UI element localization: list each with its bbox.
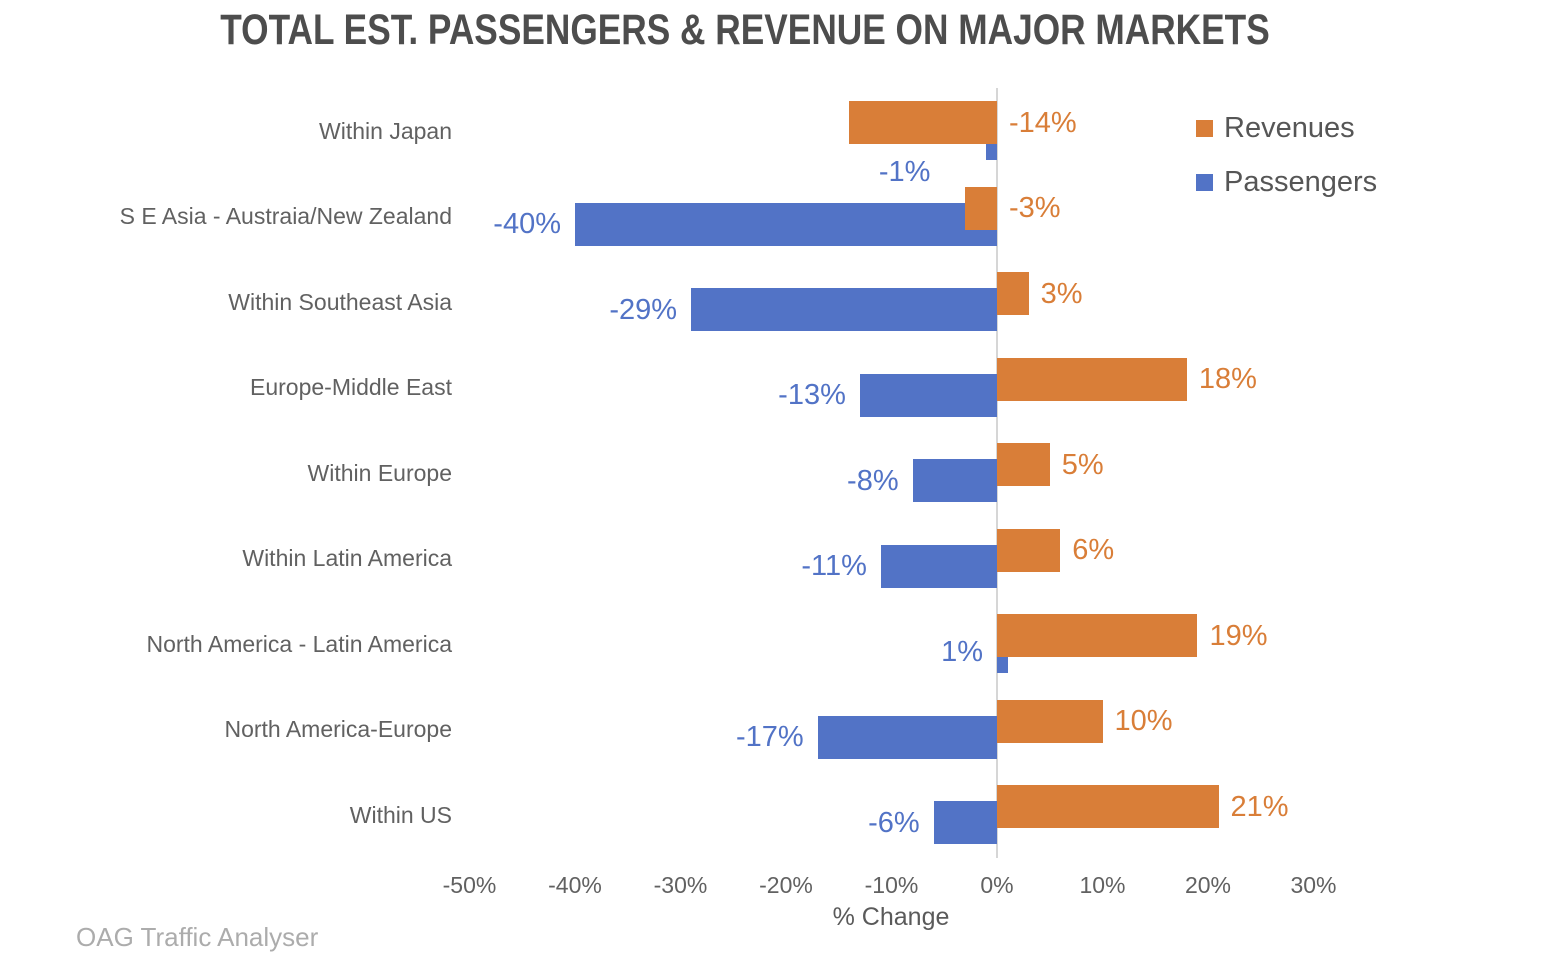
revenues-bar	[997, 272, 1029, 315]
x-axis-title: % Change	[832, 903, 950, 931]
x-tick-label: 10%	[1079, 872, 1126, 898]
x-tick-label: -10%	[864, 872, 919, 898]
revenues-bar	[997, 785, 1219, 828]
revenues-bar	[997, 443, 1050, 486]
passengers-data-label: -29%	[609, 293, 678, 326]
category-label: S E Asia - Austraia/New Zealand	[119, 203, 452, 229]
revenues-data-label: 19%	[1209, 619, 1268, 652]
category-label: Within US	[349, 801, 452, 828]
revenues-bar	[997, 614, 1198, 657]
legend-label-revenues: Revenues	[1224, 111, 1355, 144]
passengers-bar	[817, 715, 997, 759]
passengers-bar	[575, 202, 997, 246]
legend-label-passengers: Passengers	[1224, 165, 1378, 198]
category-label: Europe-Middle East	[250, 374, 452, 400]
x-tick-label: 20%	[1184, 872, 1232, 898]
category-label: Within Europe	[307, 459, 452, 486]
revenues-data-label: 10%	[1114, 705, 1173, 737]
category-label: Within Japan	[319, 117, 452, 144]
x-tick-label: -20%	[759, 872, 813, 898]
revenues-data-label: 18%	[1198, 363, 1257, 395]
passengers-bar	[912, 459, 997, 502]
passengers-data-label: -6%	[868, 806, 920, 839]
passengers-swatch-icon	[1196, 173, 1213, 191]
legend-item-revenues: Revenues	[1196, 111, 1377, 145]
passengers-data-label: -1%	[878, 155, 931, 188]
passengers-bar	[859, 373, 997, 417]
x-tick-label: 0%	[980, 872, 1014, 898]
revenues-swatch-icon	[1196, 119, 1213, 137]
passengers-data-label: 1%	[941, 635, 983, 668]
category-label: North America-Europe	[224, 716, 452, 742]
x-tick-label: -50%	[442, 872, 497, 898]
revenues-bar	[997, 699, 1103, 743]
source-caption: OAG Traffic Analyser	[76, 922, 319, 952]
legend-item-passengers: Passengers	[1196, 165, 1377, 199]
x-tick-label: -30%	[653, 872, 708, 898]
passengers-bar	[691, 288, 997, 331]
revenues-data-label: 3%	[1040, 277, 1083, 310]
x-tick-label: 30%	[1290, 872, 1337, 898]
category-label: North America - Latin America	[146, 630, 452, 657]
passengers-data-label: -8%	[847, 464, 899, 497]
passengers-data-label: -13%	[778, 379, 846, 411]
passengers-bar	[880, 544, 997, 588]
revenues-data-label: 21%	[1230, 790, 1289, 823]
category-label: Within Southeast Asia	[228, 288, 452, 315]
revenues-data-label: 6%	[1072, 534, 1115, 566]
passengers-data-label: -17%	[735, 721, 804, 753]
revenues-data-label: -3%	[1009, 192, 1061, 224]
passengers-data-label: -11%	[801, 550, 867, 582]
revenues-data-label: -14%	[1009, 106, 1077, 139]
passengers-bar	[933, 801, 997, 844]
passengers-data-label: -40%	[493, 208, 561, 240]
revenues-bar	[965, 186, 997, 230]
x-tick-label: -40%	[548, 872, 602, 898]
revenues-bar	[849, 101, 997, 144]
revenues-bar	[997, 528, 1061, 572]
revenues-bar	[997, 357, 1187, 401]
chart-title: TOTAL EST. PASSENGERS & REVENUE ON MAJOR…	[220, 6, 1270, 54]
legend: Revenues Passengers	[1196, 111, 1377, 219]
category-label: Within Latin America	[242, 545, 452, 571]
revenues-data-label: 5%	[1061, 448, 1104, 481]
